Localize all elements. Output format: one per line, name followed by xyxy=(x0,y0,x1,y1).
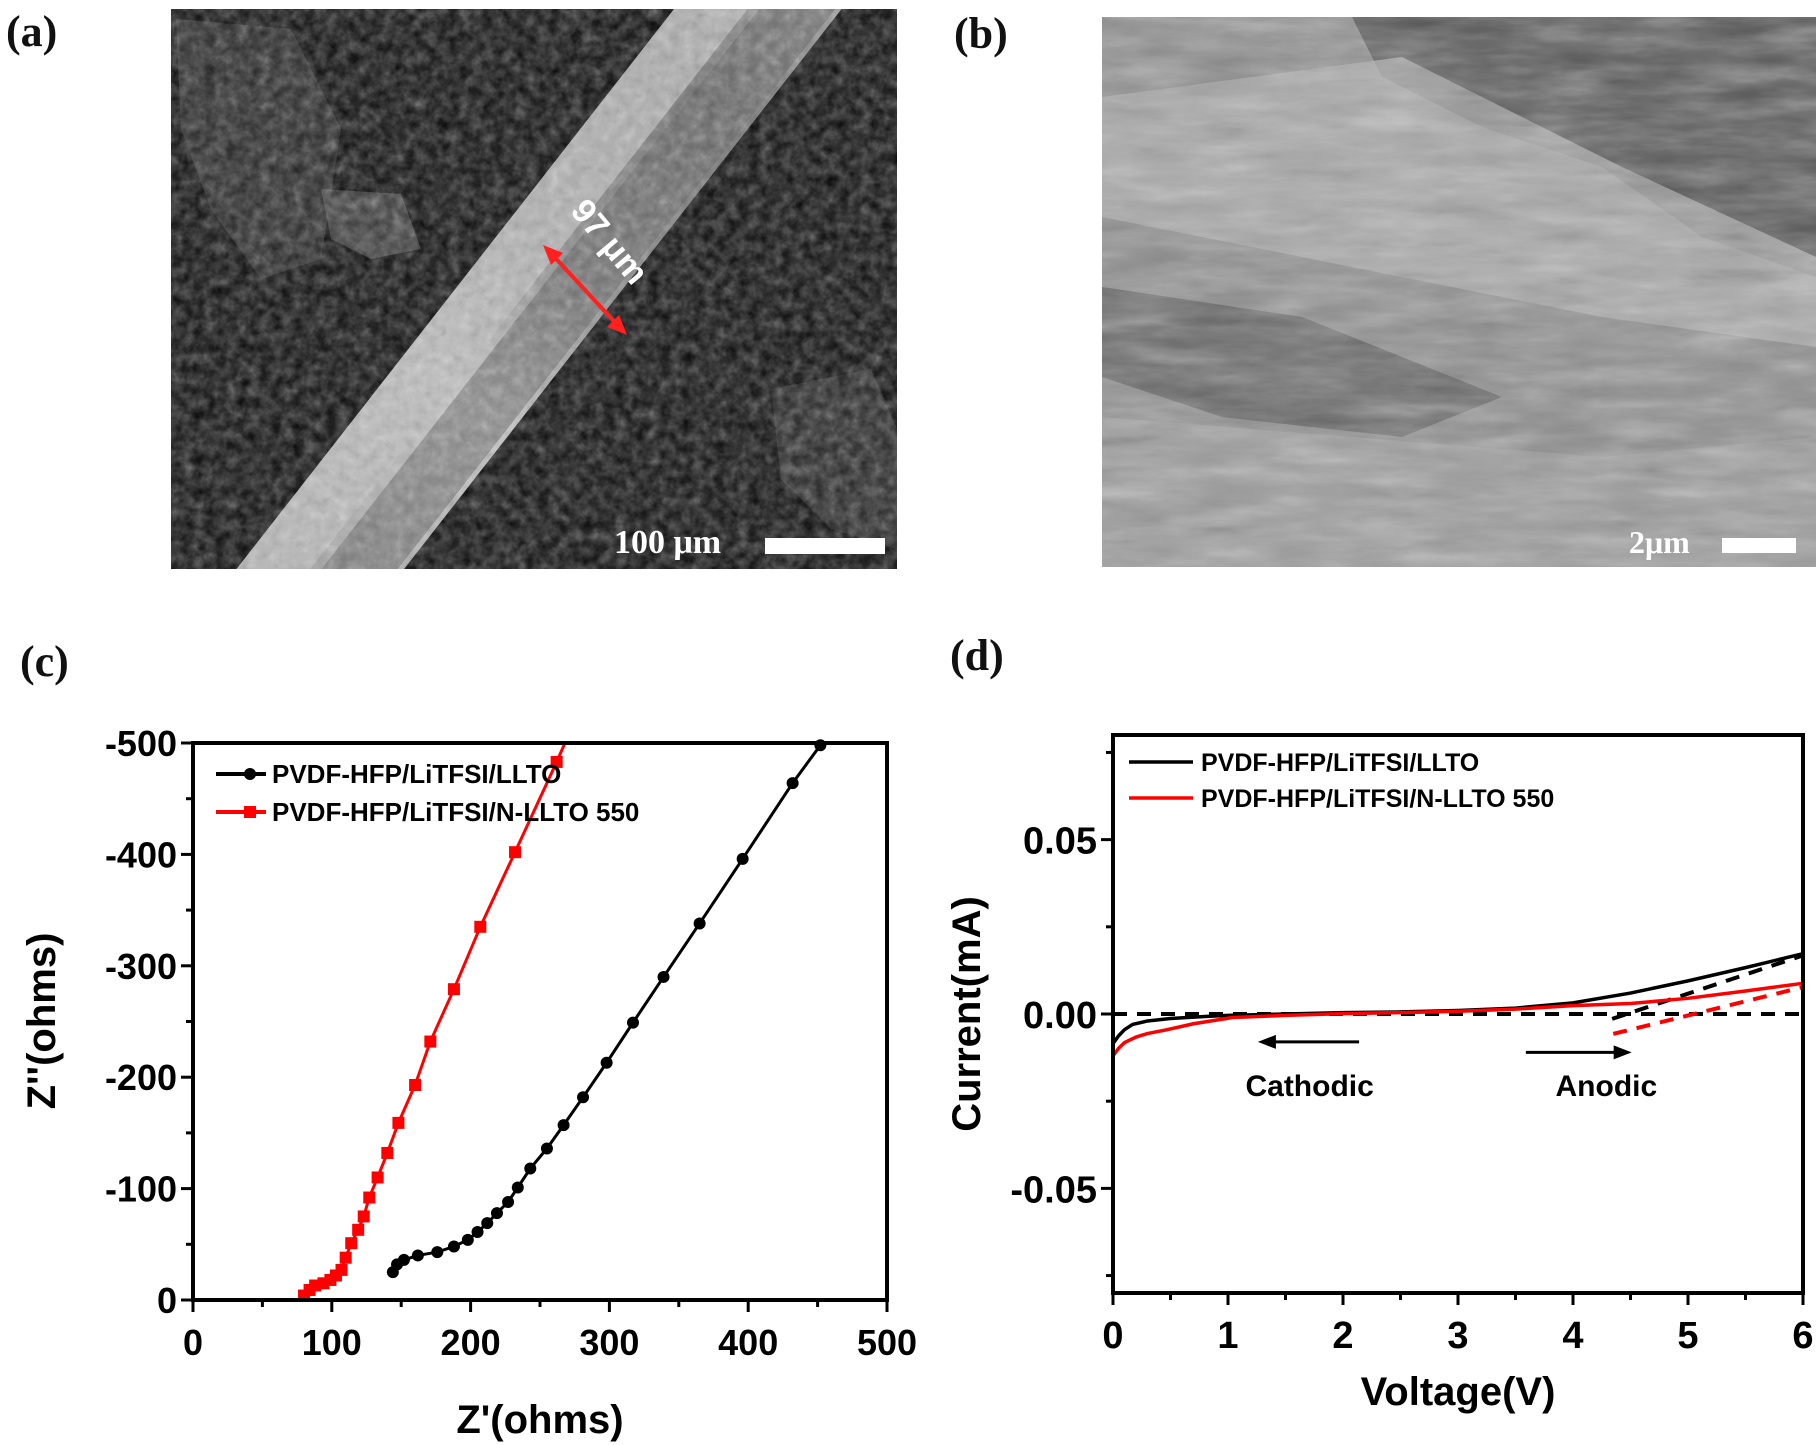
series-line-c-0 xyxy=(391,744,822,1273)
legend-entry-c: PVDF-HFP/LiTFSI/N-LLTO 550 xyxy=(272,797,639,827)
x-tick-label-c: 100 xyxy=(302,1322,362,1363)
panel-label-b: (b) xyxy=(954,9,1008,58)
data-point xyxy=(345,1237,358,1250)
legend-d: PVDF-HFP/LiTFSI/LLTO PVDF-HFP/LiTFSI/N-LL… xyxy=(1129,749,1554,813)
data-point xyxy=(411,1249,424,1262)
data-point xyxy=(447,1240,460,1253)
y-tick-label-c: -200 xyxy=(105,1057,177,1098)
lsv-plot: 0 1 2 3 4 5 6 -0.05 0.00 0.05 PVDF-HFP/LiTFSI/LLT… xyxy=(945,733,1814,1414)
x-tick-label-d: 3 xyxy=(1447,1315,1468,1357)
x-tick-label-d: 5 xyxy=(1677,1315,1698,1357)
data-point xyxy=(600,1056,613,1069)
data-point xyxy=(324,1273,337,1286)
nyquist-plot: 0 100 200 300 400 500 0 -100 -200 -300 -400 -500 PV… xyxy=(20,723,917,1442)
data-point xyxy=(511,1181,524,1194)
data-point xyxy=(339,1251,352,1264)
data-point xyxy=(298,1289,311,1302)
x-axis-label-c: Z'(ohms) xyxy=(456,1398,623,1442)
data-point xyxy=(557,1119,570,1132)
data-point xyxy=(540,1142,553,1155)
guide-line-d-1 xyxy=(1611,953,1804,1021)
scale-bar-a xyxy=(765,538,885,554)
data-point xyxy=(736,852,749,865)
data-point xyxy=(392,1116,405,1129)
data-point xyxy=(626,1016,639,1029)
legend-c: PVDF-HFP/LiTFSI/LLTO PVDF-HFP/LiTFSI/N-LL… xyxy=(216,759,639,827)
x-tick-label-c: 300 xyxy=(579,1322,639,1363)
y-tick-label-c: -500 xyxy=(105,723,177,764)
x-tick-label-c: 400 xyxy=(718,1322,778,1363)
y-tick-label-d: 0.00 xyxy=(1023,995,1097,1037)
data-point xyxy=(363,1191,376,1204)
data-point xyxy=(509,846,522,859)
legend-entry-c: PVDF-HFP/LiTFSI/LLTO xyxy=(272,759,561,789)
panel-label-a: (a) xyxy=(6,7,58,56)
series-line-c-1 xyxy=(302,742,567,1297)
data-point xyxy=(397,1253,410,1266)
series-line-d-0 xyxy=(1111,951,1804,1045)
panel-label-d: (d) xyxy=(950,631,1004,680)
series-line-d-1 xyxy=(1111,981,1804,1057)
data-point xyxy=(550,755,563,768)
y-axis-label-d: Current(mA) xyxy=(945,896,989,1132)
data-point xyxy=(329,1269,342,1282)
y-tick-label-c: -100 xyxy=(105,1169,177,1210)
data-point xyxy=(381,1146,394,1159)
legend-entry-d: PVDF-HFP/LiTFSI/LLTO xyxy=(1201,749,1479,777)
data-point xyxy=(352,1223,365,1236)
sem-image-b: 2μm xyxy=(1102,17,1816,567)
y-tick-label-c: -300 xyxy=(105,946,177,987)
data-point xyxy=(317,1277,330,1290)
x-tick-label-d: 6 xyxy=(1792,1315,1813,1357)
y-tick-label-d: -0.05 xyxy=(1010,1169,1097,1211)
data-point xyxy=(471,1226,484,1239)
data-point xyxy=(371,1171,384,1184)
data-point xyxy=(577,1091,590,1104)
data-point xyxy=(309,1279,322,1292)
x-tick-label-d: 1 xyxy=(1217,1315,1238,1357)
data-point xyxy=(490,1207,503,1220)
guide-line-d-2 xyxy=(1612,985,1804,1036)
annotation-anodic: Anodic xyxy=(1556,1070,1658,1103)
x-tick-label-c: 0 xyxy=(183,1322,203,1363)
scale-bar-b xyxy=(1722,538,1796,553)
x-tick-label-d: 0 xyxy=(1102,1315,1123,1357)
scale-bar-label-b: 2μm xyxy=(1629,524,1690,560)
data-point xyxy=(391,1258,404,1271)
scale-bar-label-a: 100 μm xyxy=(614,524,721,561)
data-point xyxy=(502,1195,515,1208)
data-point xyxy=(424,1035,437,1048)
x-tick-label-c: 500 xyxy=(857,1322,917,1363)
annotation-cathodic: Cathodic xyxy=(1245,1070,1373,1103)
data-point xyxy=(386,1266,399,1279)
data-point xyxy=(409,1078,422,1091)
legend-entry-d: PVDF-HFP/LiTFSI/N-LLTO 550 xyxy=(1201,785,1554,813)
sem-image-a: 97 μm 100 μm xyxy=(171,9,897,569)
y-tick-label-d: 0.05 xyxy=(1023,821,1097,863)
plot-frame-d xyxy=(1111,733,1805,1295)
data-point xyxy=(474,920,487,933)
x-tick-label-d: 4 xyxy=(1562,1315,1583,1357)
data-point xyxy=(447,983,460,996)
data-point xyxy=(814,739,827,752)
y-tick-label-c: 0 xyxy=(157,1280,177,1321)
x-tick-label-d: 2 xyxy=(1332,1315,1353,1357)
x-tick-label-c: 200 xyxy=(441,1322,501,1363)
data-point xyxy=(524,1162,537,1175)
data-point xyxy=(335,1263,348,1276)
y-tick-label-c: -400 xyxy=(105,834,177,875)
data-point xyxy=(481,1217,494,1230)
y-axis-label-c: Z''(ohms) xyxy=(20,933,64,1110)
data-point xyxy=(357,1210,370,1223)
panel-label-c: (c) xyxy=(20,637,69,686)
data-point xyxy=(657,970,670,983)
x-axis-label-d: Voltage(V) xyxy=(1361,1370,1556,1414)
data-point xyxy=(431,1246,444,1259)
plot-frame-c xyxy=(191,741,889,1302)
data-point xyxy=(693,917,706,930)
data-point xyxy=(303,1283,316,1296)
data-point xyxy=(786,777,799,790)
data-point xyxy=(461,1233,474,1246)
